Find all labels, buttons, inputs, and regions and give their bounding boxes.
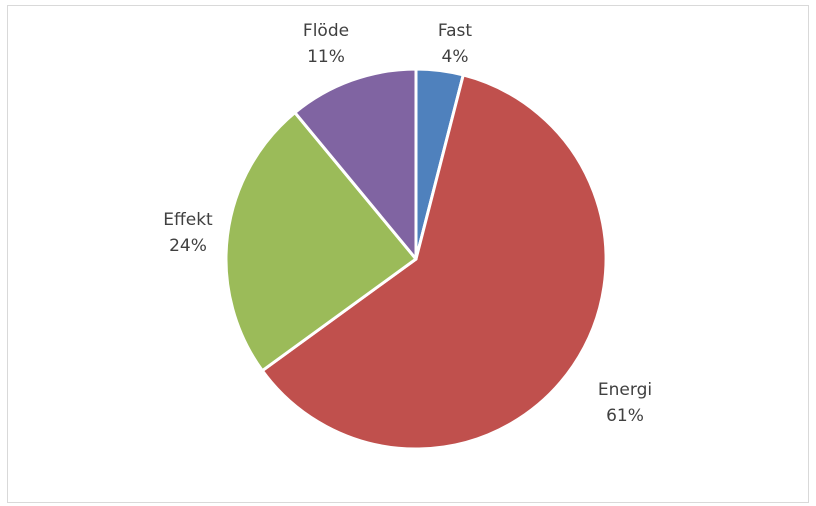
- slice-label-name: Effekt: [163, 210, 213, 230]
- pie-chart: Fast 4% Energi 61% Effekt 24% Flöde 11%: [163, 21, 652, 451]
- pie-slice-effekt: [224, 111, 418, 373]
- pie-slice-fl-de: [293, 67, 418, 261]
- slice-label-percent: 11%: [307, 47, 345, 67]
- pie-slice-energi: [260, 73, 608, 451]
- pie-labels: Fast 4% Energi 61% Effekt 24% Flöde 11%: [163, 21, 652, 426]
- slice-label-percent: 61%: [606, 406, 644, 426]
- slice-label-percent: 24%: [169, 236, 207, 256]
- slice-label-name: Energi: [598, 380, 652, 400]
- chart-area: Fast 4% Energi 61% Effekt 24% Flöde 11%: [7, 5, 809, 503]
- slice-label-name: Fast: [438, 21, 472, 41]
- slice-label-percent: 4%: [442, 47, 469, 67]
- pie-slices: [224, 67, 608, 451]
- slice-label-name: Flöde: [303, 21, 349, 41]
